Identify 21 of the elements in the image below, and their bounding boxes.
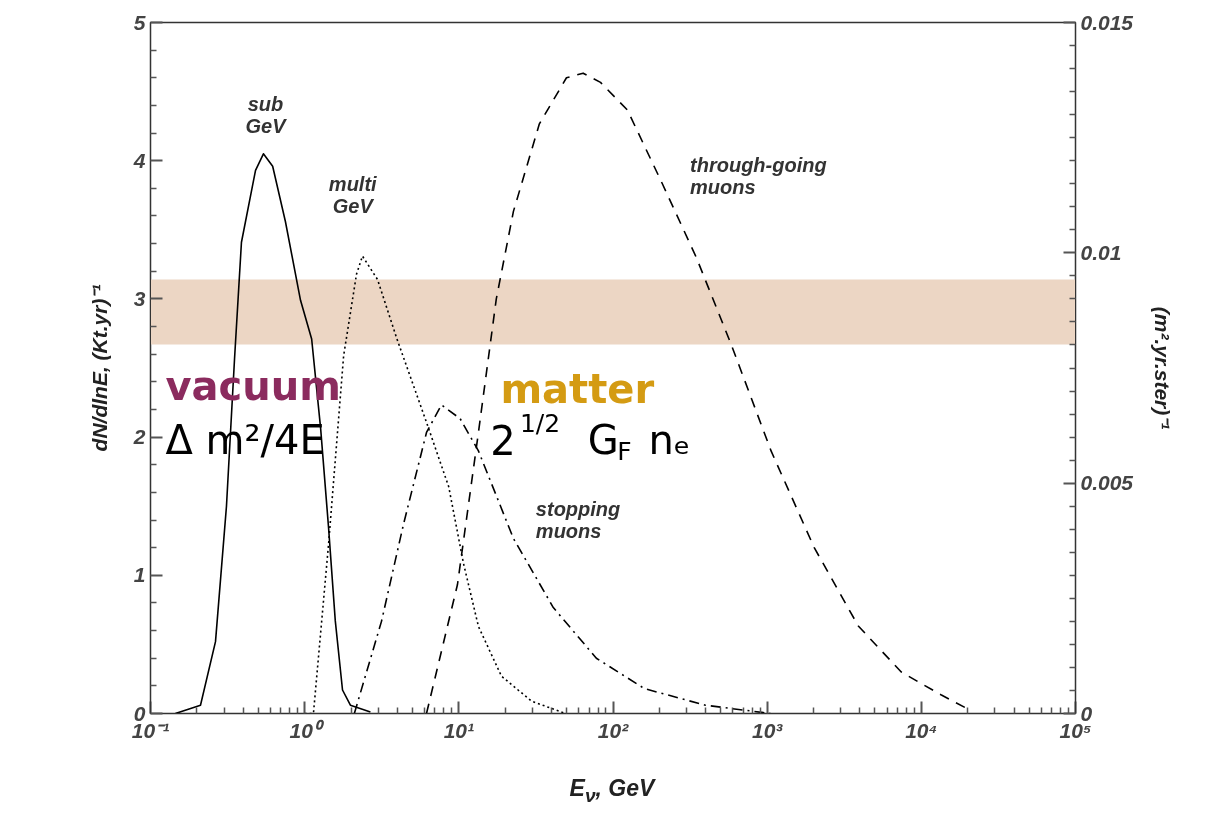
y2-tick-label: 0.01: [1080, 240, 1122, 264]
x-tick-label: 10⁴: [905, 718, 938, 742]
y2-tick-label: 0.005: [1080, 471, 1134, 495]
x-tick-label: 10⁰: [289, 718, 325, 742]
y-tick-label: 5: [133, 10, 146, 34]
y2-tick-label: 0.015: [1080, 10, 1134, 34]
annotation: stopping muons: [535, 498, 621, 543]
x-axis-title: E$_{ν}$, GeV: [569, 774, 655, 808]
y-tick-label: 1: [133, 563, 146, 587]
annotation: matter: [500, 365, 655, 412]
annotation: through-going muons: [690, 153, 827, 198]
y-tick-label: 2: [132, 425, 146, 449]
x-tick-label: 10³: [751, 718, 784, 742]
y-axis-title: dN/dlnE, (Kt.yr)⁻¹: [87, 284, 111, 452]
y-tick-label: 3: [133, 286, 146, 310]
y2-axis-title: (m².yr.ster)⁻¹: [1151, 306, 1175, 430]
y-tick-label: 4: [132, 148, 146, 172]
annotation: sub GeV: [245, 93, 288, 138]
x-tick-label: 10¹: [443, 718, 475, 742]
x-tick-label: 10²: [597, 718, 630, 742]
annotation: multi GeV: [328, 173, 378, 218]
